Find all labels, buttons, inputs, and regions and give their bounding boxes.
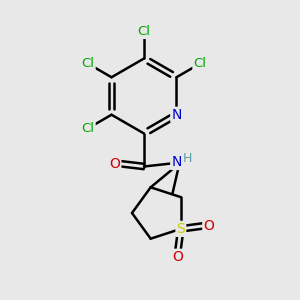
Text: N: N [171,108,182,122]
Text: O: O [172,250,183,264]
Text: O: O [203,219,214,233]
Text: S: S [176,222,185,236]
Text: Cl: Cl [137,25,151,38]
Text: Cl: Cl [194,57,206,70]
Text: H: H [183,152,192,165]
Text: O: O [110,157,120,170]
Text: Cl: Cl [82,57,94,70]
Text: Cl: Cl [82,122,94,135]
Text: N: N [171,155,182,169]
